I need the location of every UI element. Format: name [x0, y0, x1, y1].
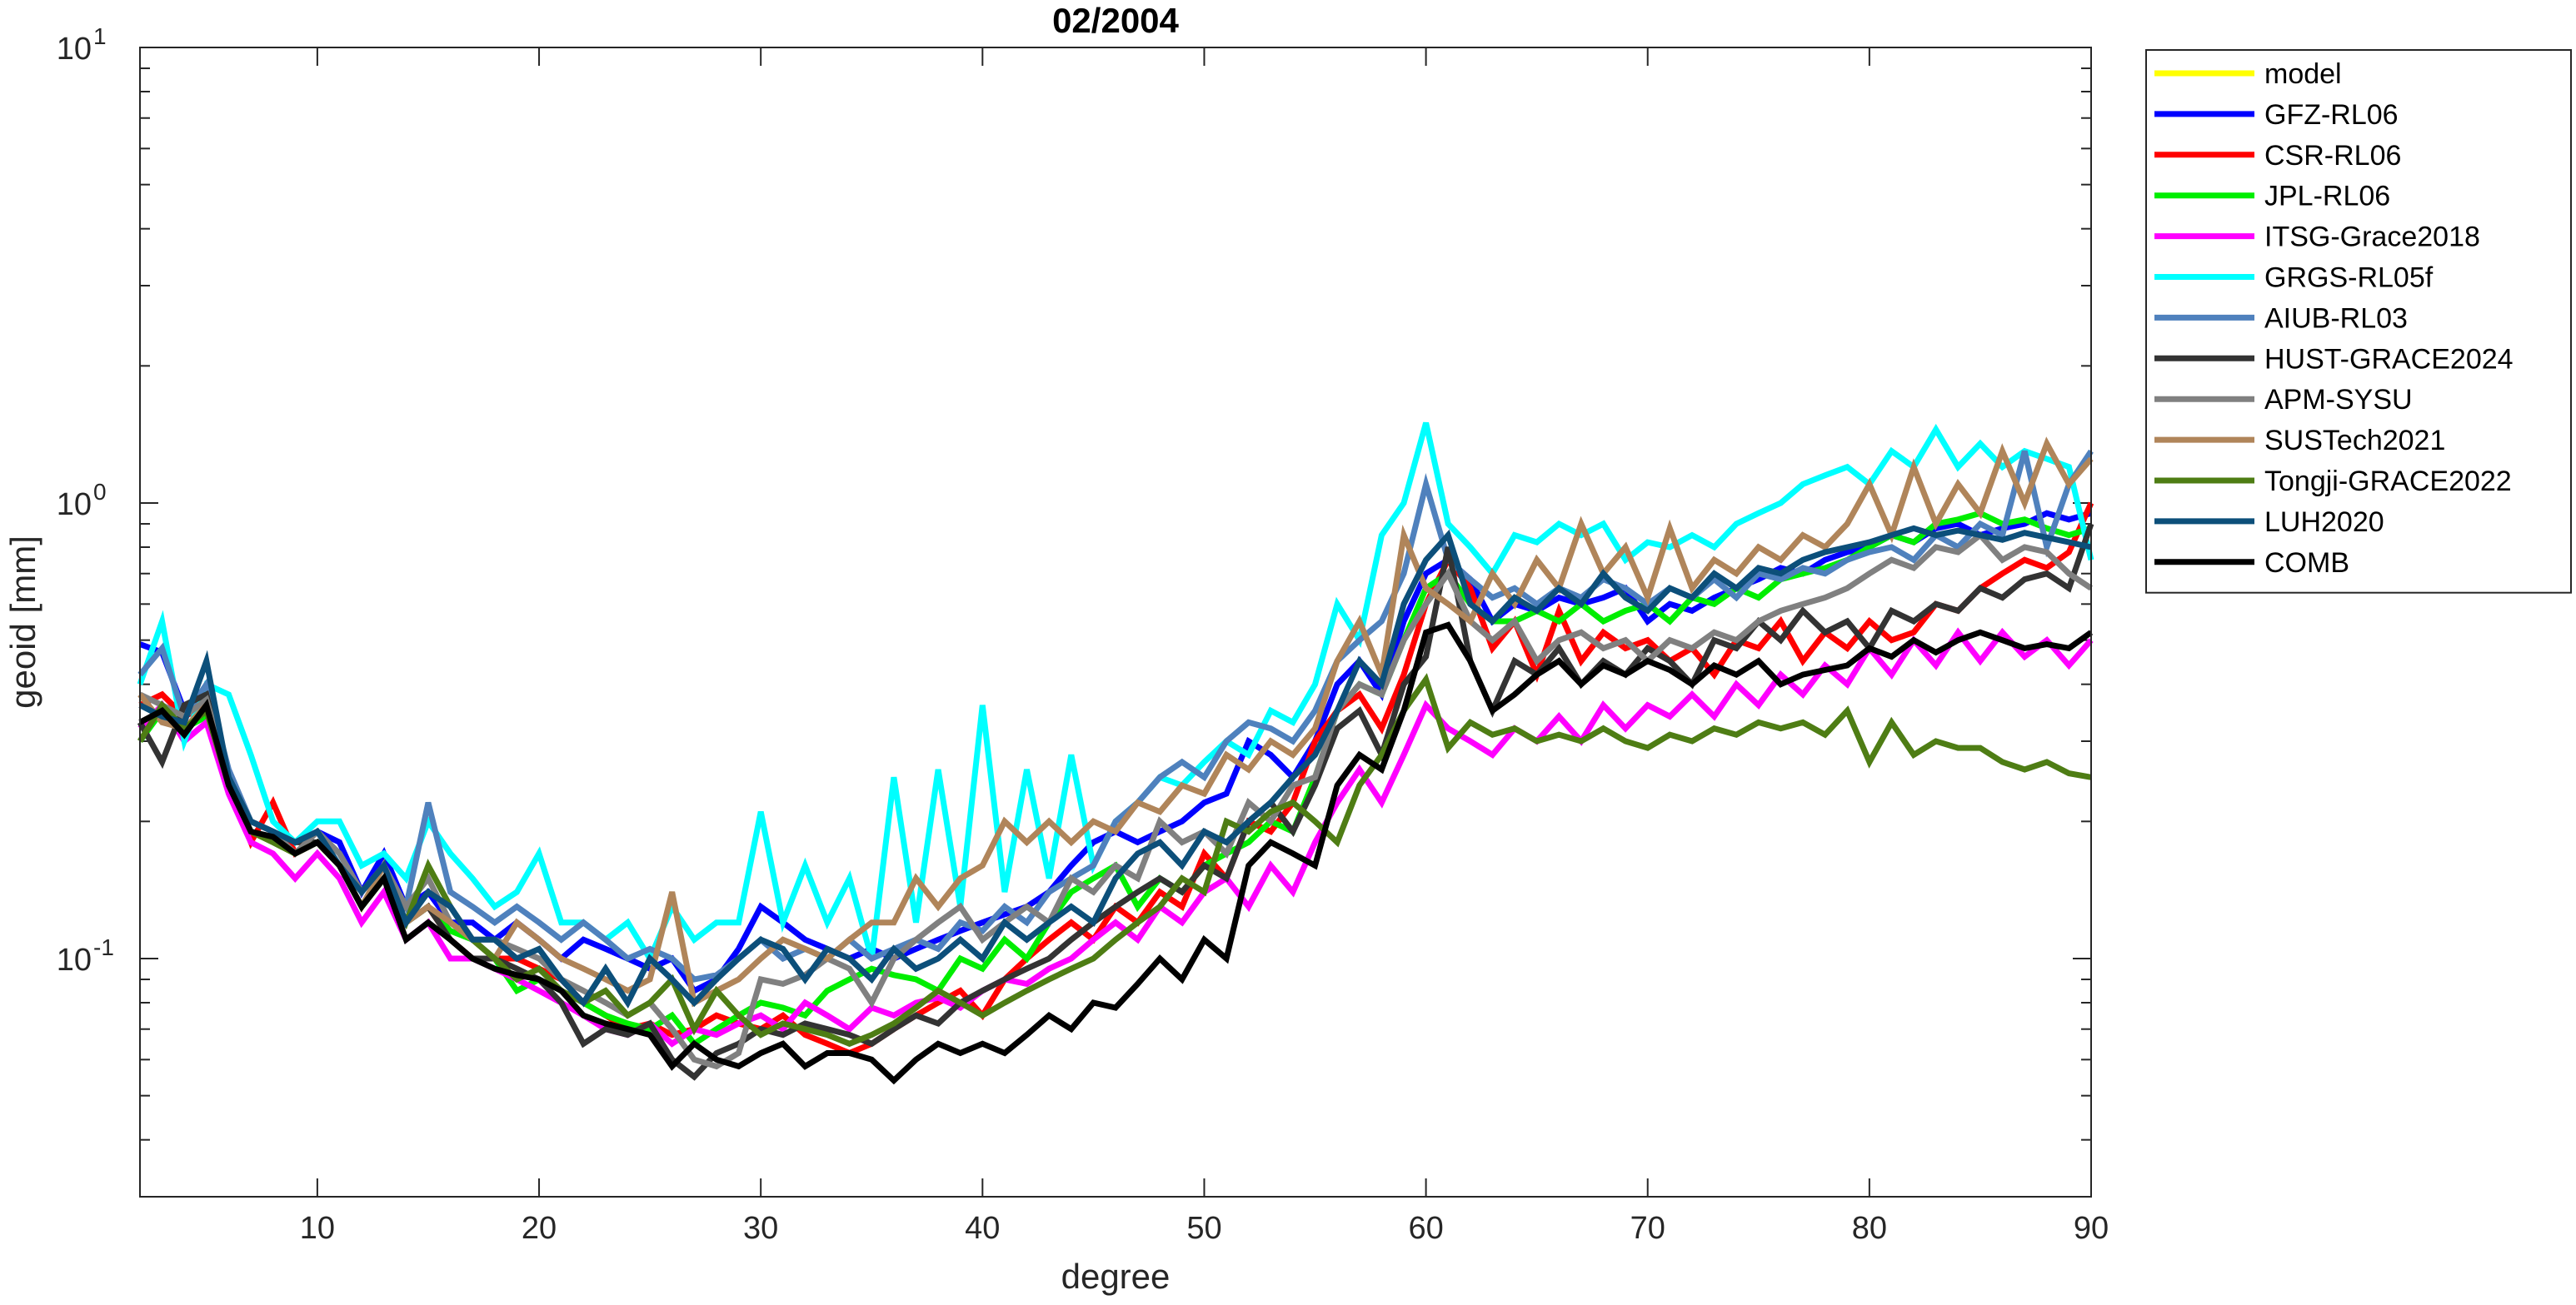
legend-label: LUH2020 — [2264, 506, 2384, 538]
y-tick-label-exponent: 1 — [93, 23, 107, 49]
y-tick-label: 10 — [57, 487, 92, 522]
x-tick-label: 10 — [300, 1211, 335, 1246]
series-lines — [137, 421, 2094, 1085]
legend-box — [2145, 49, 2572, 594]
x-tick-label: 90 — [2074, 1211, 2109, 1246]
x-tick-label: 30 — [743, 1211, 778, 1246]
legend-label: SUSTech2021 — [2264, 425, 2445, 456]
legend-label: GFZ-RL06 — [2264, 99, 2399, 131]
x-tick-label: 70 — [1630, 1211, 1665, 1246]
x-tick-label: 40 — [965, 1211, 1000, 1246]
legend-label: CSR-RL06 — [2264, 140, 2401, 172]
series-line-luh2020 — [138, 525, 2092, 1009]
x-axis-label: degree — [1061, 1257, 1171, 1296]
legend: model GFZ-RL06 CSR-RL06 JPL-RL06 ITSG-Grace2… — [2145, 49, 2572, 594]
legend-label: COMB — [2264, 547, 2349, 579]
y-axis-label: geoid [mm] — [3, 535, 42, 709]
chart-title: 02/2004 — [1052, 1, 1179, 40]
axis-ticks — [140, 47, 2092, 1198]
x-tick-label: 60 — [1408, 1211, 1443, 1246]
legend-label: APM-SYSU — [2264, 384, 2413, 416]
series-line-comb — [138, 621, 2094, 1085]
legend-label: model — [2264, 58, 2342, 90]
series-line-aiub-rl03 — [137, 449, 2094, 983]
series-line-sustech2021 — [137, 436, 2094, 1008]
legend-label: Tongji-GRACE2022 — [2264, 466, 2512, 497]
plot-frame — [139, 47, 2092, 1198]
x-tick-label: 50 — [1186, 1211, 1221, 1246]
x-tick-label: 80 — [1852, 1211, 1887, 1246]
legend-label: ITSG-Grace2018 — [2264, 222, 2480, 253]
y-tick-label: 10 — [57, 943, 92, 978]
plot-area — [140, 47, 2091, 1197]
y-tick-label-exponent: 0 — [93, 479, 107, 505]
y-tick-label: 10 — [57, 32, 92, 67]
legend-label: GRGS-RL05f — [2264, 262, 2434, 294]
y-tick-label-exponent: -1 — [93, 934, 114, 960]
series-line-itsg-grace2018 — [137, 627, 2094, 1048]
legend-label: AIUB-RL03 — [2264, 302, 2408, 334]
legend-label: JPL-RL06 — [2264, 181, 2390, 212]
x-tick-label: 20 — [522, 1211, 557, 1246]
legend-label: HUST-GRACE2024 — [2264, 343, 2514, 375]
